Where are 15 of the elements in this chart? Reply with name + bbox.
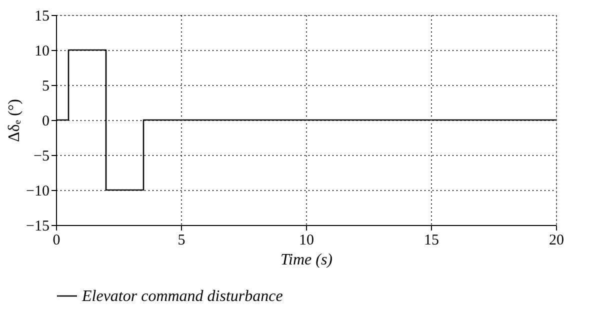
x-tick-label: 20 — [549, 232, 564, 248]
x-tick-label: 15 — [424, 232, 439, 248]
y-tick-label: 10 — [34, 44, 50, 60]
x-tick-label: 0 — [52, 232, 60, 248]
y-tick-label: 0 — [42, 114, 50, 130]
x-tick-label: 10 — [299, 232, 314, 248]
y-tick-label: −15 — [26, 218, 50, 234]
y-tick-label: −5 — [34, 148, 50, 164]
y-tick-label: −10 — [26, 184, 50, 200]
y-tick-label: 5 — [42, 78, 50, 94]
legend-label: Elevator command disturbance — [81, 288, 283, 305]
x-axis-title: Time (s) — [280, 252, 332, 268]
x-tick-label: 5 — [178, 232, 186, 248]
y-tick-label: 15 — [34, 8, 50, 24]
y-axis-title: Δδₑ (°) — [6, 99, 24, 142]
